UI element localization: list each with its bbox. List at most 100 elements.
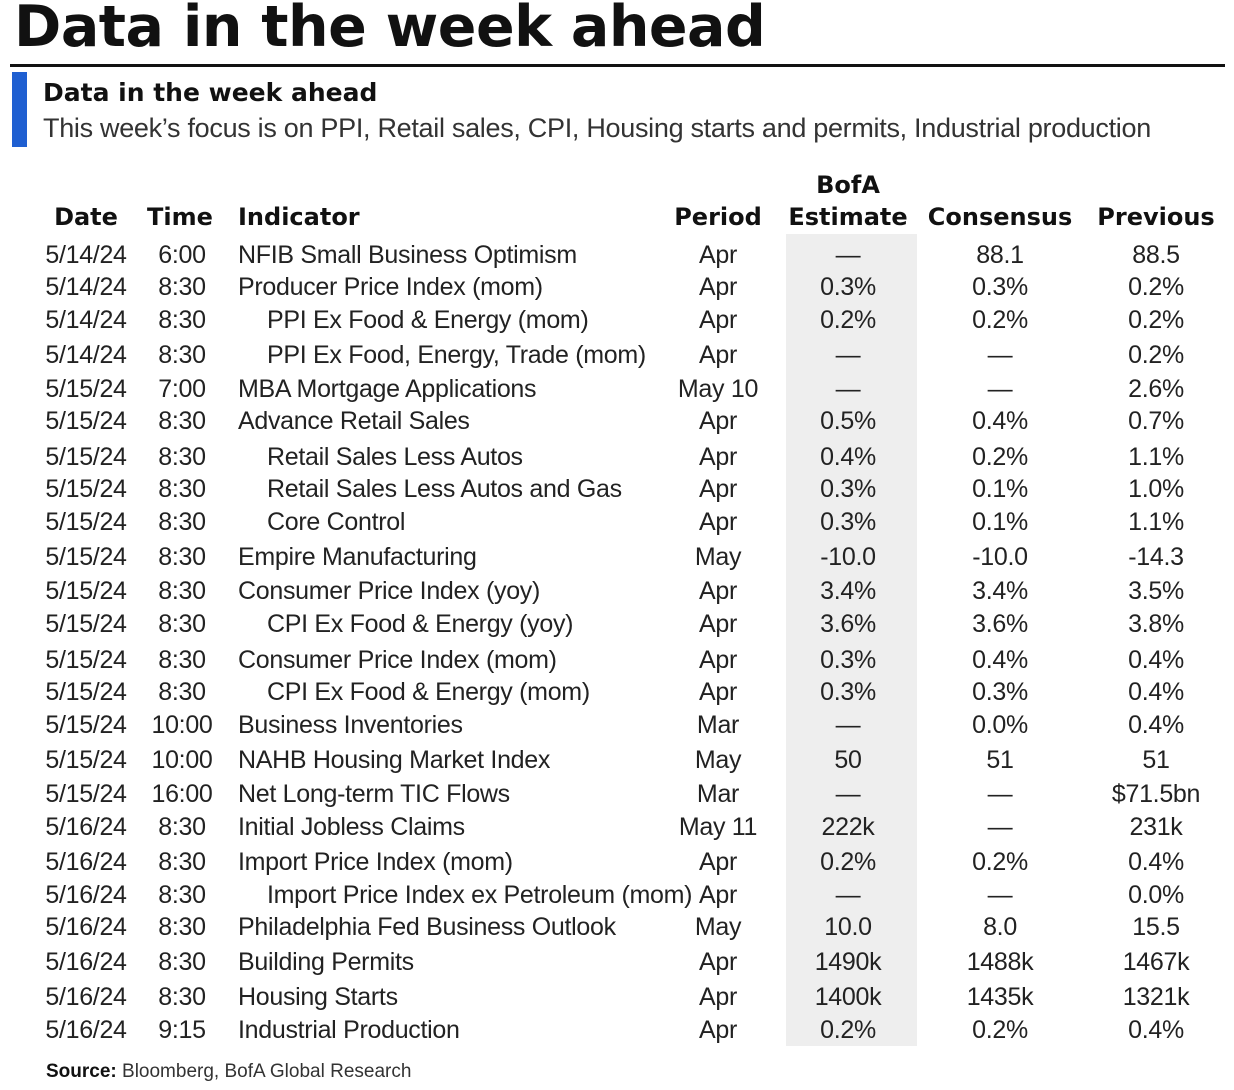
cell-date: 5/16/24 <box>45 948 127 976</box>
cell-previous: 0.7% <box>1128 407 1184 435</box>
cell-date: 5/16/24 <box>45 983 127 1011</box>
cell-period: Apr <box>698 475 738 503</box>
cell-previous: 3.5% <box>1128 577 1184 605</box>
cell-previous: 0.2% <box>1128 273 1184 301</box>
cell-consensus: -10.0 <box>972 543 1028 571</box>
cell-consensus: — <box>987 881 1013 909</box>
cell-time: 8:30 <box>158 273 206 301</box>
cell-indicator: CPI Ex Food & Energy (mom) <box>267 678 590 706</box>
cell-time: 8:30 <box>158 508 206 536</box>
cell-bofa-estimate: 0.3% <box>820 475 876 503</box>
cell-previous: 0.4% <box>1128 848 1184 876</box>
cell-bofa-estimate: 1400k <box>814 983 882 1011</box>
cell-consensus: 1488k <box>966 948 1034 976</box>
cell-indicator: MBA Mortgage Applications <box>238 375 537 403</box>
cell-bofa-estimate: — <box>835 780 861 808</box>
table-title: Data in the week ahead <box>43 78 378 107</box>
cell-previous: 0.4% <box>1128 1016 1184 1044</box>
cell-consensus: 0.2% <box>972 1016 1028 1044</box>
cell-consensus: 51 <box>986 746 1014 774</box>
cell-previous: 1.1% <box>1128 508 1184 536</box>
cell-previous: 3.8% <box>1128 610 1184 638</box>
cell-previous: 0.0% <box>1128 881 1184 909</box>
title-divider <box>10 64 1225 67</box>
cell-time: 8:30 <box>158 813 206 841</box>
cell-indicator: Import Price Index (mom) <box>238 848 513 876</box>
cell-bofa-estimate: 0.4% <box>820 443 876 471</box>
cell-bofa-estimate: 0.2% <box>820 848 876 876</box>
cell-date: 5/15/24 <box>45 407 127 435</box>
cell-period: Mar <box>696 711 740 739</box>
cell-consensus: — <box>987 780 1013 808</box>
cell-time: 8:30 <box>158 610 206 638</box>
cell-period: Apr <box>698 407 738 435</box>
cell-consensus: 3.6% <box>972 610 1028 638</box>
page-title: Data in the week ahead <box>14 0 766 60</box>
cell-bofa-estimate: 0.2% <box>820 306 876 334</box>
cell-previous: 88.5 <box>1132 241 1180 269</box>
cell-consensus: 0.2% <box>972 848 1028 876</box>
cell-indicator: Consumer Price Index (mom) <box>238 646 557 674</box>
cell-date: 5/15/24 <box>45 475 127 503</box>
cell-date: 5/15/24 <box>45 646 127 674</box>
header-previous: Previous <box>1097 203 1215 231</box>
cell-date: 5/15/24 <box>45 508 127 536</box>
cell-date: 5/15/24 <box>45 543 127 571</box>
cell-consensus: 3.4% <box>972 577 1028 605</box>
header-date: Date <box>54 203 118 231</box>
header-indicator: Indicator <box>238 203 360 231</box>
cell-indicator: Industrial Production <box>238 1016 460 1044</box>
cell-indicator: Net Long-term TIC Flows <box>238 780 510 808</box>
cell-period: Mar <box>696 780 740 808</box>
cell-consensus: 0.1% <box>972 508 1028 536</box>
cell-consensus: 1435k <box>966 983 1034 1011</box>
cell-indicator: Consumer Price Index (yoy) <box>238 577 541 605</box>
cell-period: Apr <box>698 1016 738 1044</box>
cell-date: 5/14/24 <box>45 341 127 369</box>
cell-indicator: Empire Manufacturing <box>238 543 477 571</box>
cell-previous: 0.4% <box>1128 678 1184 706</box>
cell-period: Apr <box>698 610 738 638</box>
cell-previous: -14.3 <box>1128 543 1184 571</box>
cell-indicator: Advance Retail Sales <box>238 407 470 435</box>
cell-period: May 11 <box>678 813 758 841</box>
cell-bofa-estimate: 0.2% <box>820 1016 876 1044</box>
cell-consensus: 0.3% <box>972 678 1028 706</box>
cell-indicator: Retail Sales Less Autos <box>267 443 523 471</box>
cell-bofa-estimate: -10.0 <box>820 543 876 571</box>
cell-indicator: Producer Price Index (mom) <box>238 273 543 301</box>
cell-time: 8:30 <box>158 341 206 369</box>
cell-period: Apr <box>698 241 738 269</box>
cell-consensus: 0.2% <box>972 443 1028 471</box>
cell-period: Apr <box>698 273 738 301</box>
cell-bofa-estimate: 1490k <box>814 948 882 976</box>
cell-time: 9:15 <box>158 1016 206 1044</box>
cell-indicator: Philadelphia Fed Business Outlook <box>238 913 616 941</box>
cell-period: Apr <box>698 948 738 976</box>
cell-period: May <box>694 913 742 941</box>
cell-previous: 0.2% <box>1128 341 1184 369</box>
cell-previous: $71.5bn <box>1111 780 1201 808</box>
cell-bofa-estimate: — <box>835 375 861 403</box>
cell-indicator: CPI Ex Food & Energy (yoy) <box>267 610 574 638</box>
cell-time: 8:30 <box>158 475 206 503</box>
cell-period: Apr <box>698 306 738 334</box>
cell-period: Apr <box>698 983 738 1011</box>
cell-bofa-estimate: — <box>835 341 861 369</box>
cell-time: 8:30 <box>158 443 206 471</box>
cell-bofa-estimate: 0.3% <box>820 508 876 536</box>
cell-bofa-estimate: 10.0 <box>824 913 872 941</box>
cell-indicator: Initial Jobless Claims <box>238 813 465 841</box>
cell-date: 5/14/24 <box>45 306 127 334</box>
cell-date: 5/15/24 <box>45 780 127 808</box>
accent-bar <box>12 72 27 147</box>
cell-time: 8:30 <box>158 306 206 334</box>
cell-period: Apr <box>698 881 738 909</box>
source-note: Source: Bloomberg, BofA Global Research <box>46 1061 411 1083</box>
cell-date: 5/16/24 <box>45 813 127 841</box>
cell-previous: 2.6% <box>1128 375 1184 403</box>
cell-previous: 1467k <box>1122 948 1190 976</box>
cell-date: 5/16/24 <box>45 913 127 941</box>
cell-previous: 231k <box>1129 813 1183 841</box>
